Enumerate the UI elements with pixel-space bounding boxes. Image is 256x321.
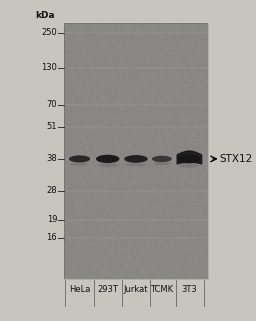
Text: STX12: STX12 (219, 154, 253, 164)
Text: 3T3: 3T3 (181, 285, 197, 294)
Text: 70: 70 (47, 100, 57, 109)
Text: 38: 38 (46, 154, 57, 163)
Ellipse shape (178, 154, 200, 163)
Ellipse shape (69, 155, 90, 162)
Text: 130: 130 (41, 63, 57, 72)
Bar (64, 237, 208, 239)
Bar (64, 190, 208, 192)
Ellipse shape (124, 155, 148, 163)
Text: 28: 28 (47, 187, 57, 195)
Text: TCMK: TCMK (150, 285, 173, 294)
Text: 19: 19 (47, 215, 57, 224)
Ellipse shape (153, 162, 170, 165)
Bar (64, 23, 208, 279)
Bar (64, 219, 208, 221)
Text: kDa: kDa (35, 11, 55, 20)
Ellipse shape (179, 163, 198, 168)
Ellipse shape (126, 163, 146, 167)
Text: Jurkat: Jurkat (124, 285, 148, 294)
Ellipse shape (96, 155, 120, 163)
Text: HeLa: HeLa (69, 285, 90, 294)
Text: 51: 51 (47, 122, 57, 131)
Bar (64, 158, 208, 160)
Text: 250: 250 (41, 28, 57, 37)
Bar (64, 104, 208, 106)
Ellipse shape (152, 156, 172, 162)
Bar (64, 32, 208, 34)
Text: 293T: 293T (97, 285, 118, 294)
Text: 16: 16 (47, 233, 57, 242)
Bar (64, 126, 208, 128)
Ellipse shape (70, 162, 89, 166)
Ellipse shape (98, 163, 118, 167)
Bar (64, 67, 208, 69)
